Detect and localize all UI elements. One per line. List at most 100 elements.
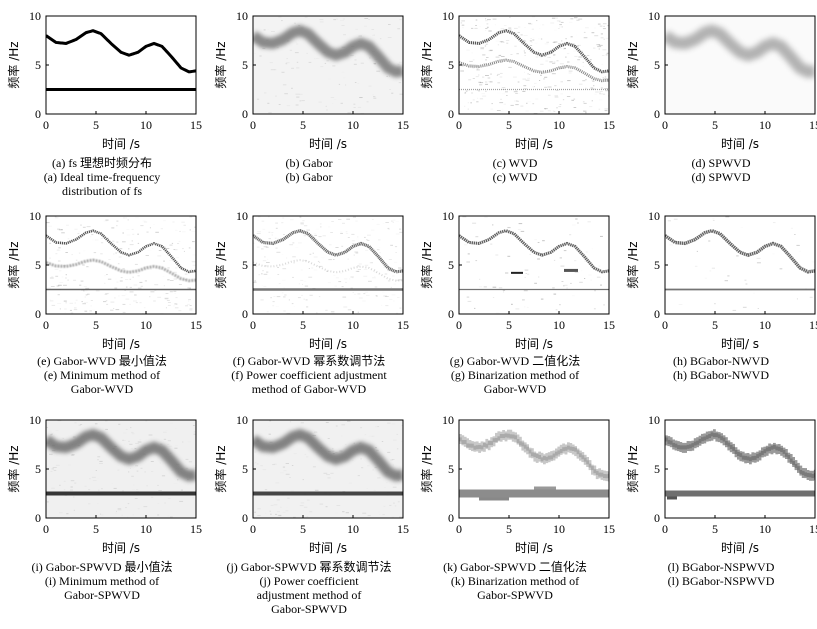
noise-speck <box>503 291 505 293</box>
noise-speck <box>71 454 75 456</box>
noise-speck <box>80 424 83 425</box>
noise-speck <box>74 482 77 484</box>
noise-speck <box>484 81 488 83</box>
noise-speck <box>384 487 386 488</box>
noise-speck <box>145 420 148 422</box>
noise-speck <box>485 75 489 76</box>
noise-speck <box>393 301 395 302</box>
x-axis-label: 时间 /s <box>515 137 553 151</box>
noise-speck <box>292 256 296 258</box>
noise-speck <box>103 301 107 303</box>
noise-speck <box>582 61 584 63</box>
noise-speck <box>106 237 109 239</box>
noise-speck <box>167 267 170 269</box>
noise-speck <box>395 233 400 235</box>
bin-block <box>468 443 472 448</box>
y-axis-label: 频率 /Hz <box>419 445 434 492</box>
noise-speck <box>595 77 597 79</box>
noise-speck <box>137 441 142 443</box>
noise-speck <box>482 95 487 97</box>
noise-speck <box>360 458 362 460</box>
noise-speck <box>553 293 557 295</box>
noise-speck <box>364 18 369 19</box>
noise-speck <box>340 231 342 232</box>
noise-speck <box>129 286 132 288</box>
noise-speck <box>117 508 122 510</box>
noise-speck <box>179 267 182 269</box>
bin-block <box>811 474 815 478</box>
noise-speck <box>357 106 362 108</box>
noise-speck <box>540 298 544 300</box>
noise-speck <box>272 301 275 303</box>
noise-speck <box>507 226 510 227</box>
noise-speck <box>192 261 196 263</box>
bin-block <box>516 439 520 444</box>
noise-speck <box>184 273 188 275</box>
noise-speck <box>46 501 49 503</box>
noise-speck <box>485 30 486 31</box>
noise-speck <box>89 310 92 312</box>
y-axis-label: 频率 /Hz <box>213 241 228 288</box>
noise-speck <box>794 234 796 235</box>
noise-speck <box>273 296 276 297</box>
noise-speck <box>118 295 120 296</box>
noise-speck <box>376 249 380 251</box>
noise-speck <box>59 250 60 251</box>
noise-speck <box>481 59 483 60</box>
fm-component <box>459 29 609 74</box>
noise-speck <box>477 97 479 99</box>
noise-speck <box>280 507 282 508</box>
noise-speck <box>522 299 525 301</box>
noise-speck <box>108 259 111 260</box>
x-tick-label: 0 <box>43 318 49 332</box>
noise-speck <box>182 248 184 250</box>
noise-speck <box>130 427 132 429</box>
noise-speck <box>189 305 192 306</box>
x-tick-label: 15 <box>190 318 202 332</box>
x-tick-label: 5 <box>506 318 512 332</box>
x-tick-label: 5 <box>300 318 306 332</box>
noise-speck <box>138 508 140 509</box>
noise-speck <box>779 268 783 270</box>
noise-speck <box>462 37 466 39</box>
bin-block <box>521 442 525 447</box>
noise-speck <box>574 272 579 273</box>
bin-block <box>463 440 467 444</box>
noise-speck <box>490 108 494 110</box>
noise-speck <box>712 219 715 221</box>
noise-speck <box>353 254 355 256</box>
bin-block <box>485 443 489 448</box>
bin-block <box>487 441 491 445</box>
noise-speck <box>80 224 82 226</box>
caption-en-line: (c) WVD <box>492 170 538 184</box>
noise-speck <box>95 240 99 241</box>
noise-speck <box>525 273 527 274</box>
noise-speck <box>475 76 479 78</box>
noise-speck <box>173 249 176 250</box>
noise-speck <box>314 489 319 491</box>
noise-speck <box>586 55 590 56</box>
noise-speck <box>88 503 91 505</box>
noise-speck <box>261 220 265 222</box>
noise-speck <box>520 230 525 232</box>
x-tick-label: 10 <box>140 522 152 536</box>
caption-en-line: Gabor-SPWVD <box>477 588 553 602</box>
noise-speck <box>367 239 370 241</box>
noise-speck <box>186 303 190 305</box>
y-axis-label: 频率 /Hz <box>625 445 640 492</box>
noise-speck <box>345 84 347 86</box>
bin-block <box>777 446 781 451</box>
noise-speck <box>357 311 359 313</box>
noise-speck <box>523 85 527 87</box>
noise-speck <box>598 44 603 46</box>
noise-speck <box>137 233 139 235</box>
noise-speck <box>478 286 483 288</box>
noise-speck <box>599 25 603 27</box>
noise-speck <box>597 23 601 25</box>
noise-speck <box>529 40 532 42</box>
noise-speck <box>270 513 272 515</box>
y-tick-label: 0 <box>448 307 454 321</box>
noise-speck <box>355 270 360 272</box>
noise-speck <box>607 25 609 27</box>
bin-block <box>761 451 764 455</box>
